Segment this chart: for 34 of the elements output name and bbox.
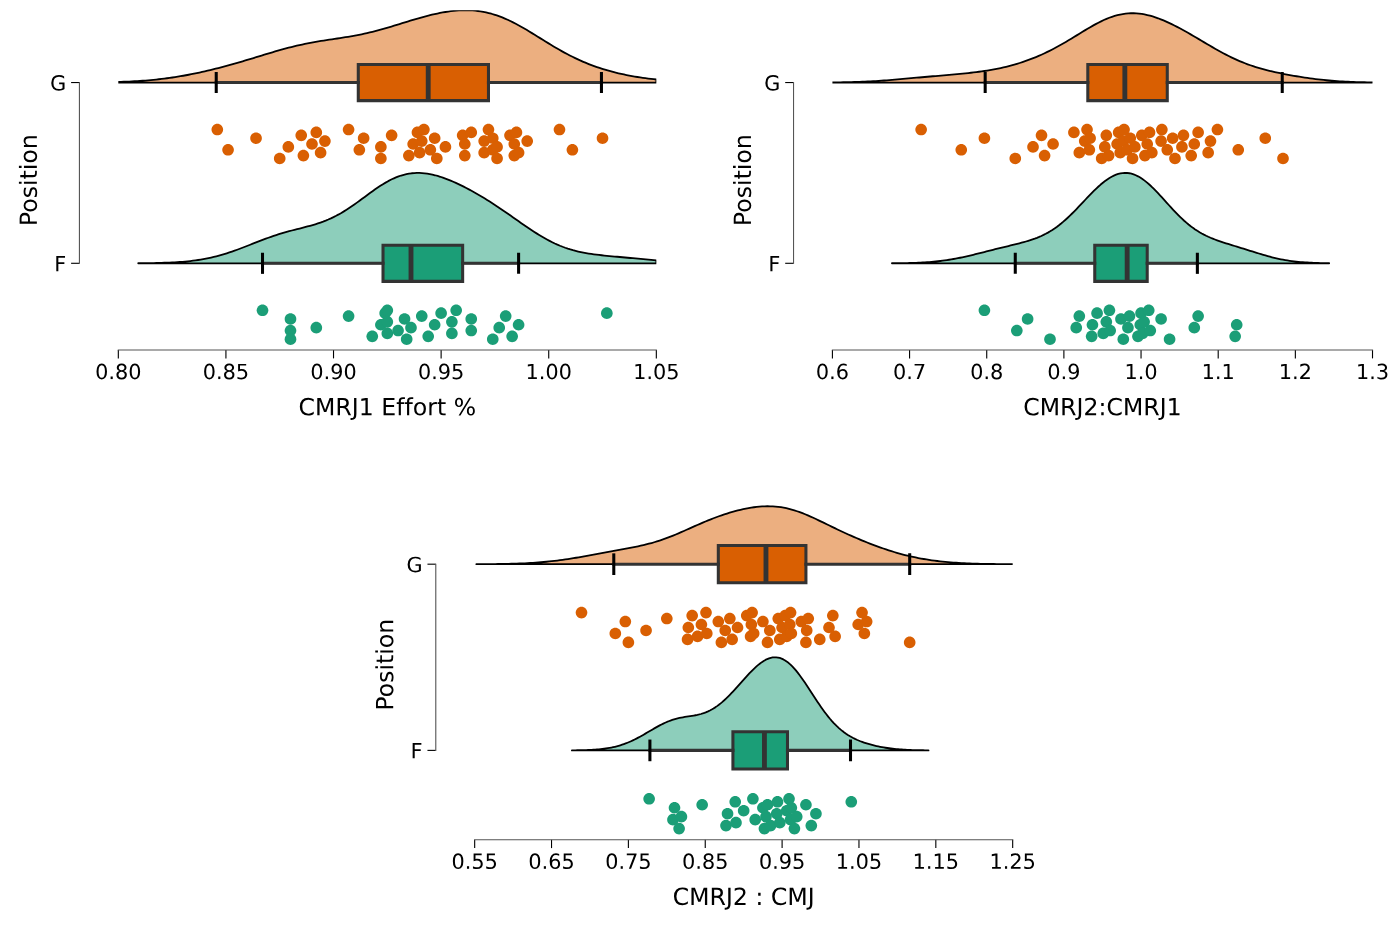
x-tick-label: 0.75 (606, 853, 650, 870)
x-tick-label: 0.7 (894, 363, 925, 380)
x-tick-label: 0.95 (419, 363, 463, 380)
x-tick-label: 0.8 (971, 363, 1002, 380)
x-tick-label: 1.15 (914, 853, 958, 870)
x-axis-title: CMRJ2:CMRJ1 (1024, 397, 1180, 420)
y-tick-label: F (770, 256, 780, 272)
x-tick-label: 0.85 (204, 363, 248, 380)
y-tick-label: G (51, 74, 65, 91)
x-tick-label: 1.05 (838, 853, 881, 870)
x-tick-label: 0.85 (683, 853, 727, 870)
y-tick-label: F (412, 743, 422, 759)
x-tick-label: 0.9 (1048, 363, 1079, 380)
x-tick-label: 1.3 (1358, 363, 1388, 380)
x-tick-label: 0.65 (529, 853, 573, 870)
x-tick-label: 1.2 (1281, 363, 1310, 380)
y-axis-title: Position (18, 136, 38, 224)
x-tick-label: 1.1 (1203, 363, 1233, 380)
x-tick-label: 0.6 (817, 363, 848, 380)
x-tick-label: 1.0 (1126, 363, 1157, 380)
x-tick-label: 0.95 (760, 853, 804, 870)
x-tick-label: 0.90 (311, 363, 356, 380)
x-axis-title: CMRJ1 Effort % (299, 397, 475, 420)
x-axis-title: CMRJ2 : CMJ (673, 887, 813, 910)
x-tick-label: 1.00 (527, 363, 571, 380)
x-tick-label: 1.05 (635, 363, 678, 380)
x-tick-label: 0.55 (452, 853, 497, 870)
y-tick-label: G (407, 556, 421, 573)
y-tick-label: G (765, 74, 779, 91)
x-tick-label: 0.80 (96, 363, 141, 380)
y-axis-title: Position (733, 136, 752, 224)
y-tick-label: F (56, 256, 66, 272)
y-axis-title: Position (375, 620, 394, 709)
x-tick-label: 1.25 (991, 853, 1035, 870)
